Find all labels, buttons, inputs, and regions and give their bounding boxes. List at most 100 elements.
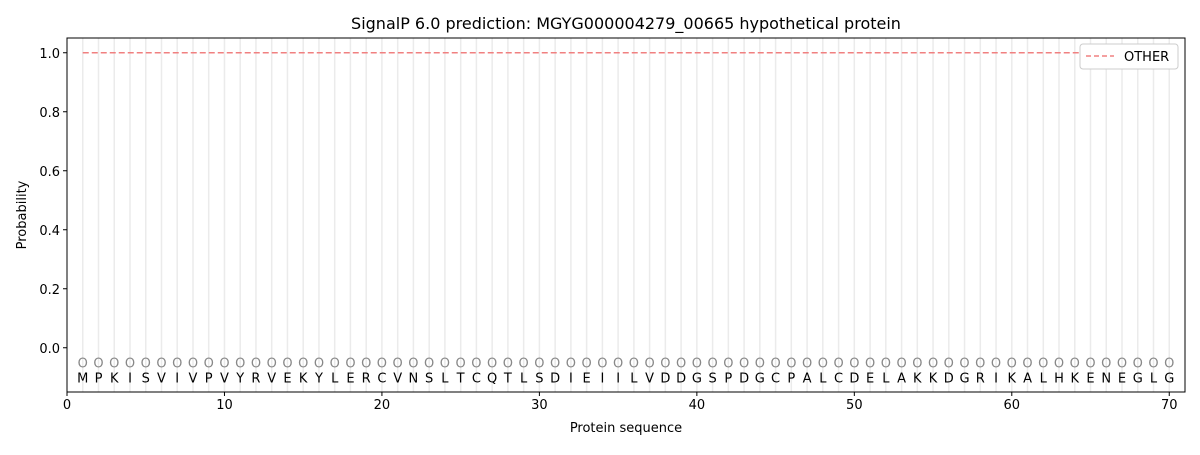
residue-label: E: [866, 371, 874, 386]
residue-label: K: [110, 371, 119, 386]
predicted-label: O: [692, 357, 702, 372]
residue-label: D: [676, 371, 686, 386]
predicted-label: O: [1054, 357, 1064, 372]
residue-label: P: [787, 371, 795, 386]
predicted-label: O: [833, 357, 843, 372]
predicted-label: O: [849, 357, 859, 372]
predicted-label: O: [1085, 357, 1095, 372]
y-tick-label: 0.0: [39, 342, 60, 357]
predicted-label: O: [267, 357, 277, 372]
y-tick-label: 1.0: [39, 47, 60, 62]
x-tick-label: 20: [374, 398, 391, 413]
x-tick-label: 30: [531, 398, 548, 413]
residue-label: L: [1040, 371, 1048, 386]
residue-label: C: [771, 371, 780, 386]
residue-label: N: [409, 371, 419, 386]
residue-label: E: [1086, 371, 1094, 386]
residue-label: V: [267, 371, 276, 386]
x-axis-label: Protein sequence: [570, 421, 682, 436]
residue-label: V: [189, 371, 198, 386]
predicted-label: O: [1117, 357, 1127, 372]
residue-label: K: [299, 371, 308, 386]
predicted-label: O: [802, 357, 812, 372]
predicted-label: O: [991, 357, 1001, 372]
x-tick-label: 60: [1004, 398, 1021, 413]
residue-label: L: [819, 371, 827, 386]
residue-label: V: [393, 371, 402, 386]
residue-label: Y: [314, 371, 323, 386]
residue-label: K: [1008, 371, 1017, 386]
residue-label: P: [724, 371, 732, 386]
predicted-label: O: [519, 357, 529, 372]
predicted-label: O: [188, 357, 198, 372]
predicted-label: O: [896, 357, 906, 372]
predicted-label: O: [534, 357, 544, 372]
predicted-label: O: [723, 357, 733, 372]
residue-label: R: [976, 371, 985, 386]
predicted-label: O: [739, 357, 749, 372]
residue-label: I: [175, 371, 179, 386]
predicted-label: O: [928, 357, 938, 372]
legend-label-other: OTHER: [1124, 50, 1169, 65]
residue-label: E: [583, 371, 591, 386]
residue-label: G: [960, 371, 970, 386]
predicted-label: O: [471, 357, 481, 372]
residue-label: E: [283, 371, 291, 386]
predicted-label: O: [93, 357, 103, 372]
predicted-label: O: [660, 357, 670, 372]
residue-label: I: [128, 371, 132, 386]
predicted-label: O: [1148, 357, 1158, 372]
predicted-label: O: [1070, 357, 1080, 372]
residue-label: D: [944, 371, 954, 386]
residue-label: E: [346, 371, 354, 386]
residue-label: V: [220, 371, 229, 386]
residue-label: R: [251, 371, 260, 386]
predicted-label: O: [330, 357, 340, 372]
chart-title: SignalP 6.0 prediction: MGYG000004279_00…: [351, 14, 901, 34]
predicted-label: O: [881, 357, 891, 372]
residue-label: E: [1118, 371, 1126, 386]
residue-label: D: [660, 371, 670, 386]
residue-label: A: [803, 371, 812, 386]
residue-label: K: [913, 371, 922, 386]
predicted-label: O: [645, 357, 655, 372]
residue-label: P: [205, 371, 213, 386]
residue-label: S: [708, 371, 716, 386]
predicted-label: O: [865, 357, 875, 372]
predicted-label: O: [156, 357, 166, 372]
residue-label: L: [630, 371, 638, 386]
residue-label: M: [77, 371, 88, 386]
y-tick-label: 0.2: [39, 283, 60, 298]
residue-label: C: [834, 371, 843, 386]
residue-label: L: [441, 371, 449, 386]
x-tick-label: 70: [1161, 398, 1178, 413]
residue-label: D: [739, 371, 749, 386]
predicted-label: O: [141, 357, 151, 372]
residue-label: C: [377, 371, 386, 386]
predicted-label: O: [487, 357, 497, 372]
residue-label: V: [645, 371, 654, 386]
predicted-label: O: [613, 357, 623, 372]
predicted-label: O: [1038, 357, 1048, 372]
residue-label: R: [362, 371, 371, 386]
y-tick-label: 0.6: [39, 165, 60, 180]
predicted-label: O: [1133, 357, 1143, 372]
residue-label: S: [425, 371, 433, 386]
residue-label: T: [456, 371, 465, 386]
predicted-label: O: [440, 357, 450, 372]
y-axis-label: Probability: [15, 180, 30, 249]
y-tick-label: 0.4: [39, 224, 60, 239]
predicted-label: O: [1007, 357, 1017, 372]
predicted-label: O: [314, 357, 324, 372]
predicted-label: O: [944, 357, 954, 372]
predicted-label: O: [408, 357, 418, 372]
residue-label: T: [503, 371, 512, 386]
residue-label: Q: [487, 371, 497, 386]
x-tick-label: 50: [846, 398, 863, 413]
predicted-label: O: [456, 357, 466, 372]
predicted-label: O: [566, 357, 576, 372]
predicted-label: O: [755, 357, 765, 372]
residue-label: A: [897, 371, 906, 386]
residue-label: N: [1101, 371, 1111, 386]
predicted-label: O: [550, 357, 560, 372]
